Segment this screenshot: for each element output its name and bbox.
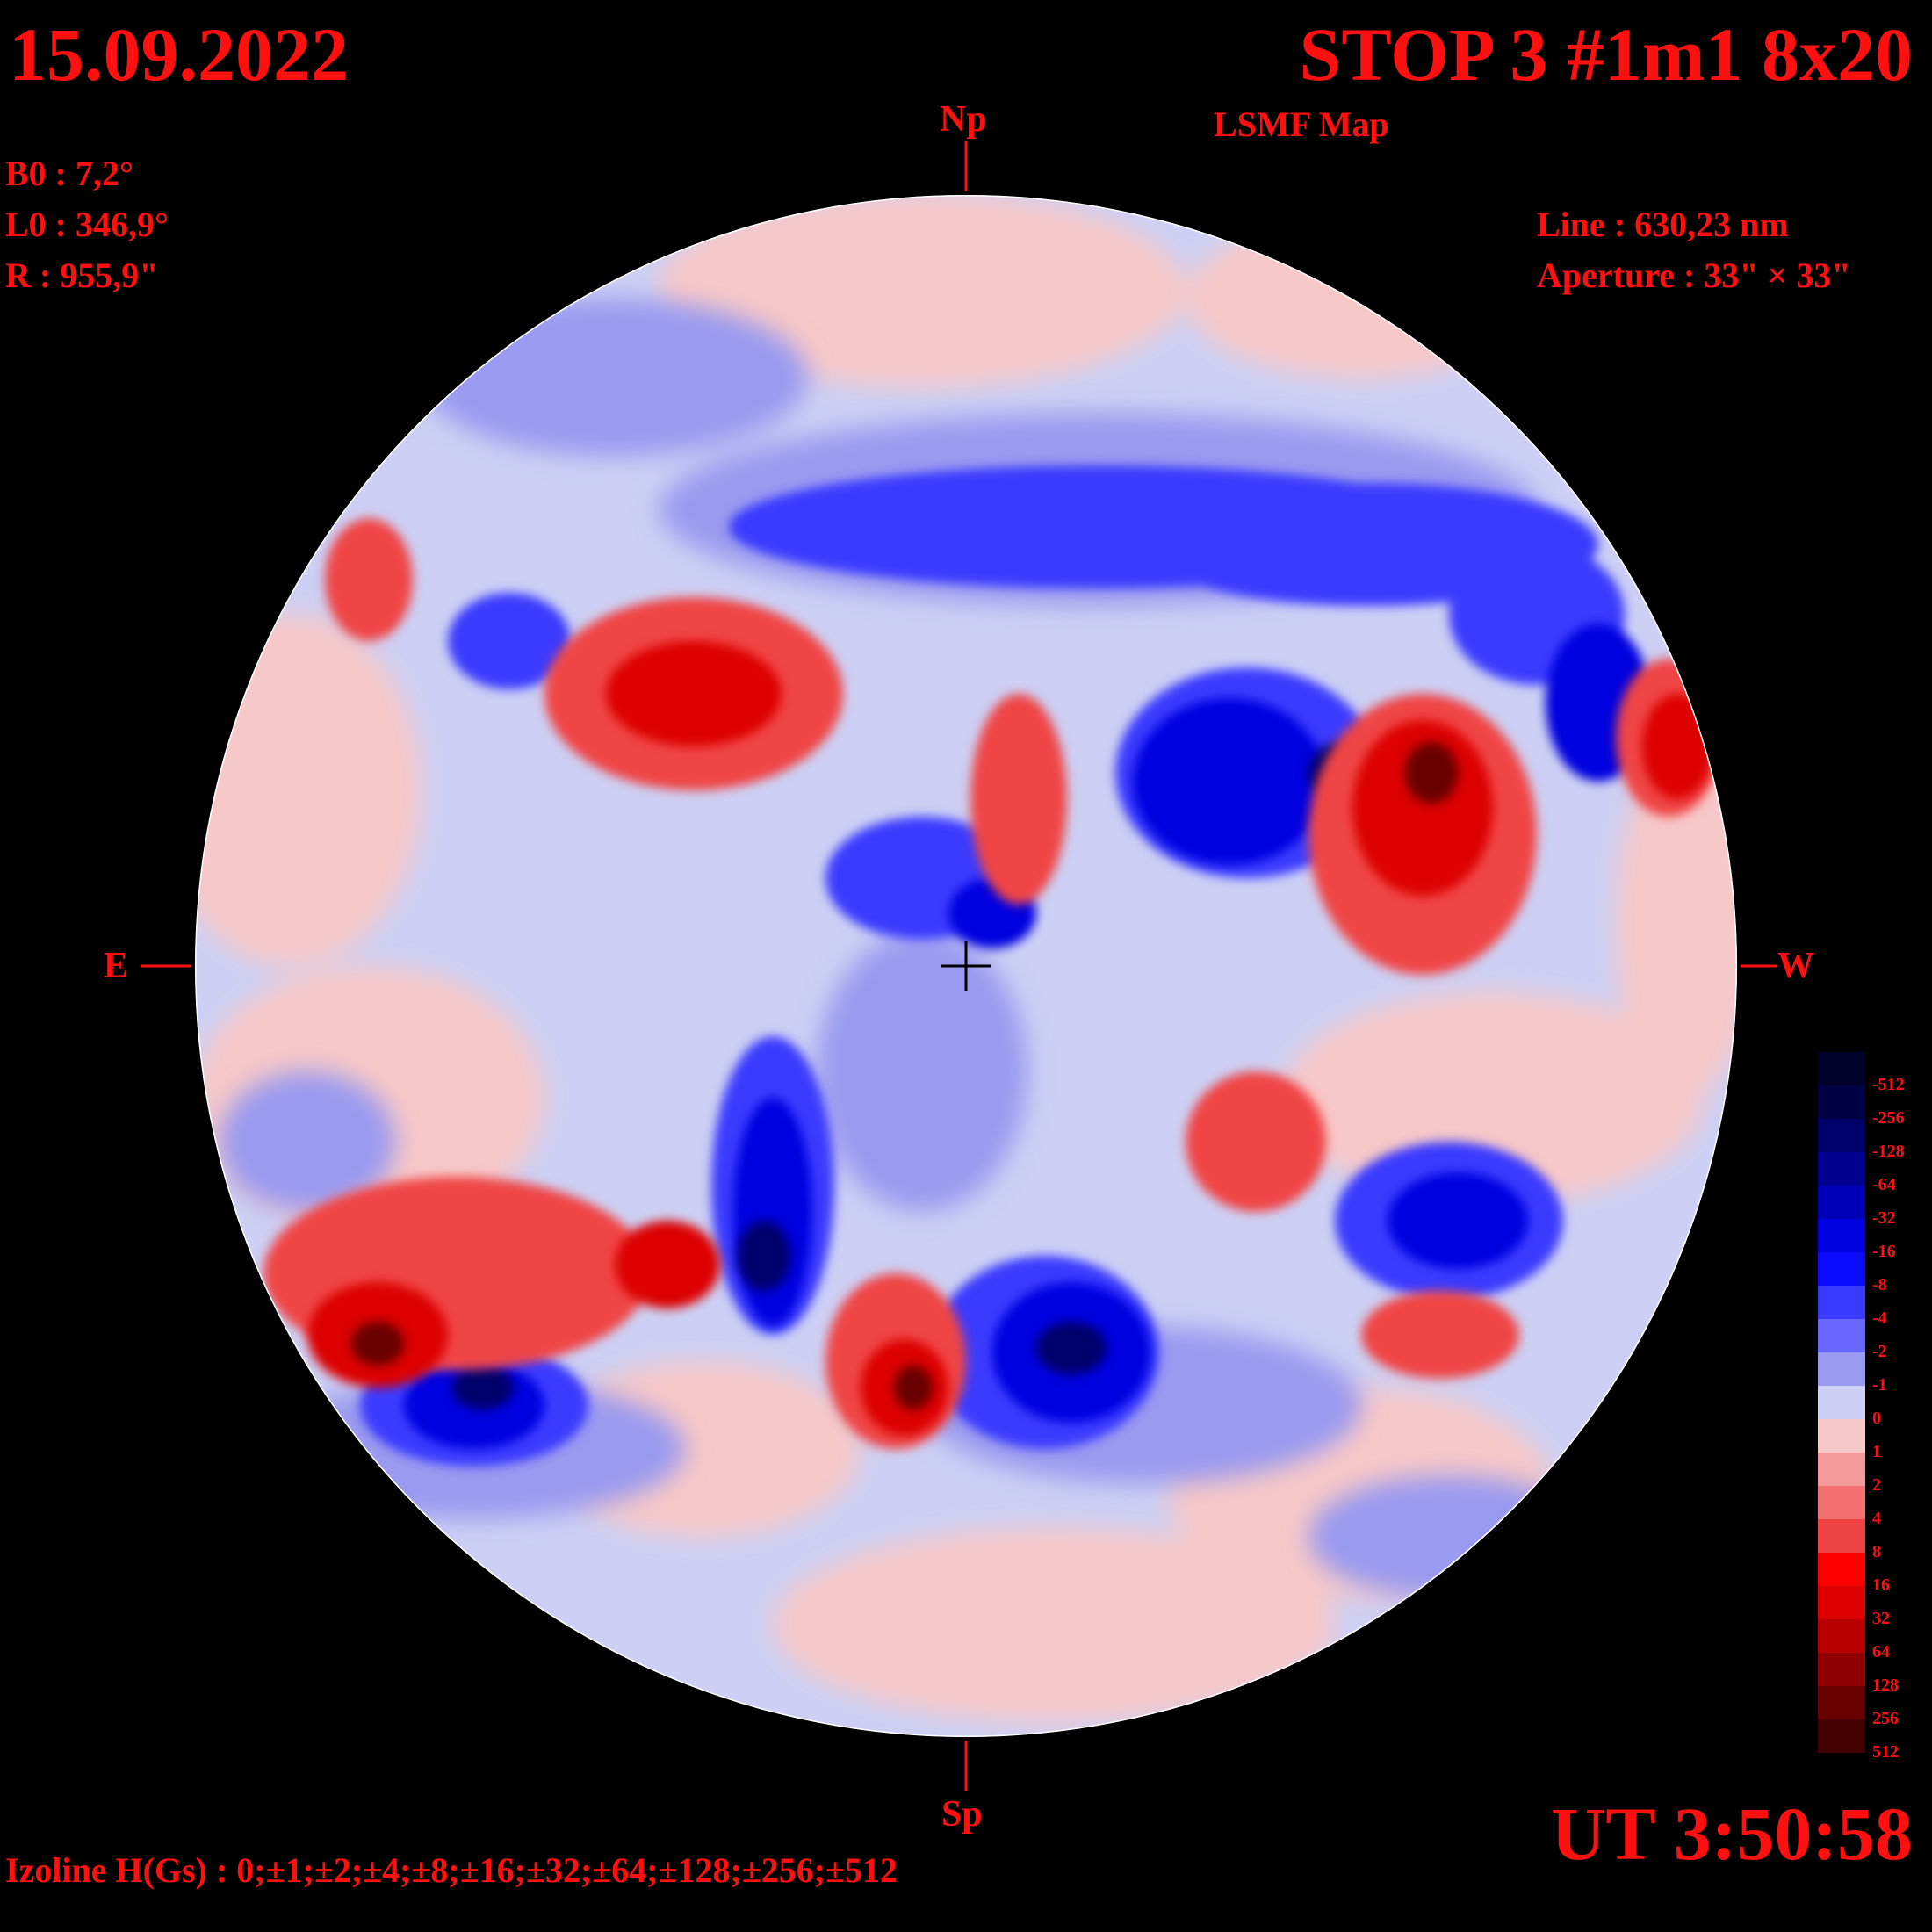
legend-swatch: [1818, 1286, 1865, 1319]
legend-label: 16: [1872, 1575, 1890, 1595]
legend-label: 1: [1872, 1442, 1881, 1461]
legend-swatch: [1818, 1386, 1865, 1419]
east-label: E: [104, 946, 129, 986]
legend-swatch: [1818, 1619, 1865, 1653]
color-legend: [1818, 1052, 1865, 1753]
legend-label: -32: [1872, 1208, 1896, 1228]
legend-swatch: [1818, 1319, 1865, 1352]
legend-swatch: [1818, 1653, 1865, 1686]
map-subtitle: LSMF Map: [1214, 105, 1389, 144]
legend-swatch: [1818, 1219, 1865, 1252]
legend-label: 2: [1872, 1475, 1881, 1495]
west-label: W: [1777, 946, 1814, 986]
south-pole-label: Sp: [941, 1794, 983, 1835]
legend-swatch: [1818, 1252, 1865, 1286]
legend-label: -1: [1872, 1375, 1887, 1395]
legend-swatch: [1818, 1152, 1865, 1186]
legend-swatch: [1818, 1119, 1865, 1152]
legend-label: -16: [1872, 1242, 1896, 1261]
legend-swatch: [1818, 1186, 1865, 1219]
legend-swatch: [1818, 1052, 1865, 1085]
legend-swatch: [1818, 1085, 1865, 1119]
legend-swatch: [1818, 1352, 1865, 1386]
legend-label: 8: [1872, 1542, 1881, 1561]
isoline-levels: Izoline H(Gs) : 0;±1;±2;±4;±8;±16;±32;±6…: [5, 1850, 898, 1890]
legend-swatch: [1818, 1519, 1865, 1553]
legend-swatch: [1818, 1586, 1865, 1619]
legend-label: 256: [1872, 1709, 1899, 1728]
legend-label: 0: [1872, 1409, 1881, 1428]
legend-swatch: [1818, 1719, 1865, 1753]
observation-title: STOP 3 #1m1 8x20: [1299, 12, 1913, 97]
legend-label: 64: [1872, 1642, 1890, 1662]
legend-label: -8: [1872, 1275, 1887, 1294]
param-b0: B0 : 7,2°: [5, 154, 133, 193]
legend-label: -64: [1872, 1175, 1896, 1194]
legend-swatch: [1818, 1486, 1865, 1519]
legend-label: -512: [1872, 1075, 1905, 1094]
date-label: 15.09.2022: [9, 12, 349, 97]
instrument-line: Line : 630,23 nm: [1537, 205, 1789, 244]
legend-label: -128: [1872, 1142, 1905, 1161]
legend-label: -2: [1872, 1342, 1887, 1361]
north-pole-label: Np: [940, 99, 987, 140]
legend-label: 32: [1872, 1609, 1890, 1628]
legend-swatch: [1818, 1686, 1865, 1719]
legend-label: -256: [1872, 1108, 1905, 1128]
param-l0: L0 : 346,9°: [5, 205, 169, 244]
instrument-aperture: Aperture : 33" × 33": [1537, 256, 1851, 295]
legend-swatch: [1818, 1453, 1865, 1486]
legend-swatch: [1818, 1553, 1865, 1586]
legend-label: 512: [1872, 1742, 1899, 1762]
legend-swatch: [1818, 1419, 1865, 1453]
legend-label: -4: [1872, 1308, 1887, 1328]
ut-time: UT 3:50:58: [1551, 1791, 1913, 1876]
legend-label: 128: [1872, 1676, 1899, 1695]
legend-label: 4: [1872, 1509, 1881, 1528]
center-crosshair: [941, 941, 991, 991]
param-radius: R : 955,9": [5, 256, 159, 295]
